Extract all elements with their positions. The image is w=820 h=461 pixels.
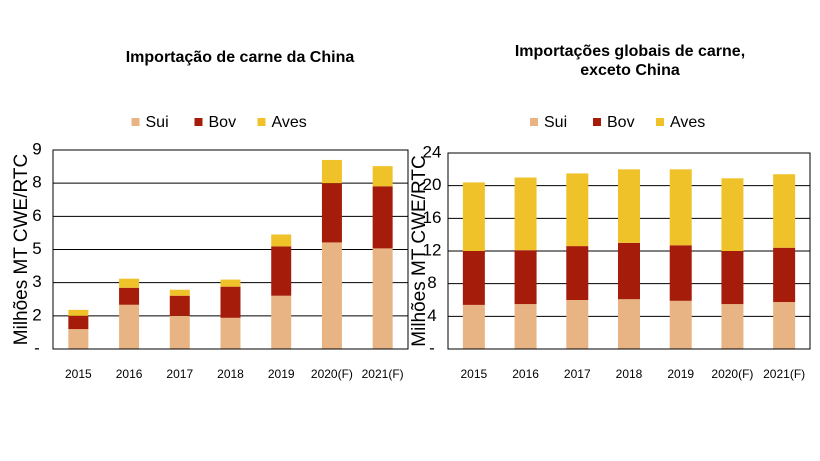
bar-segment — [618, 299, 640, 349]
legend-swatch — [530, 118, 538, 126]
x-tick-label: 2021(F) — [362, 367, 404, 381]
bar-segment — [721, 304, 744, 349]
y-tick-label: 9 — [32, 139, 41, 158]
bar-segment — [462, 304, 485, 349]
bar-segment — [119, 304, 140, 349]
y-tick-label: 5 — [32, 239, 41, 258]
bar-segment — [271, 246, 292, 296]
legend-label: Aves — [272, 114, 307, 131]
bar-segment — [68, 315, 89, 330]
legend-label: Bov — [209, 114, 237, 131]
legend-label: Aves — [670, 114, 705, 131]
legend-swatch — [593, 118, 601, 126]
plot-frame — [447, 152, 811, 350]
x-tick-label: 2017 — [564, 367, 591, 381]
legend-swatch — [656, 118, 664, 126]
bar-segment — [462, 251, 485, 305]
bar-segment — [773, 247, 796, 303]
bar-segment — [321, 183, 342, 243]
legend-label: Bov — [607, 114, 635, 131]
legend-label: Sui — [146, 114, 169, 131]
bar-segment — [773, 174, 796, 248]
y-tick-label: 3 — [32, 272, 41, 291]
bar-segment — [169, 295, 190, 316]
y-axis-label: Milhões MT CWE/RTC — [409, 155, 430, 346]
bar-segment — [721, 178, 744, 251]
x-tick-label: 2019 — [667, 367, 694, 381]
bar-segment — [372, 186, 393, 249]
bar-segment — [618, 242, 640, 300]
bar-segment — [514, 304, 537, 349]
chart-title: Importação de carne da China — [126, 49, 355, 66]
bar-segment — [372, 166, 393, 187]
x-tick-label: 2015 — [65, 367, 92, 381]
bar-segment — [669, 245, 692, 301]
x-tick-label: 2020(F) — [711, 367, 753, 381]
bar-segment — [721, 251, 744, 305]
legend-swatch — [194, 118, 203, 126]
x-tick-label: 2018 — [217, 367, 244, 381]
bar-segment — [773, 302, 796, 349]
bar-segment — [220, 286, 241, 318]
y-tick-label: 6 — [32, 206, 41, 225]
y-tick-label: 2 — [32, 305, 41, 324]
x-tick-label: 2015 — [461, 367, 488, 381]
y-tick-label: 8 — [32, 173, 41, 192]
bar-segment — [321, 242, 342, 349]
x-tick-label: 2021(F) — [763, 367, 805, 381]
bar-segment — [618, 169, 640, 243]
y-tick-label: 12 — [423, 240, 442, 259]
x-tick-label: 2019 — [268, 367, 295, 381]
y-tick-label: - — [34, 338, 40, 357]
y-tick-label: 4 — [427, 306, 436, 325]
y-tick-label: 8 — [427, 273, 436, 292]
bar-segment — [220, 279, 241, 287]
plot-frame — [52, 149, 409, 350]
bar-segment — [669, 169, 692, 246]
bar-segment — [514, 250, 537, 305]
y-tick-label: 16 — [423, 208, 442, 227]
bar-segment — [220, 317, 241, 349]
bar-segment — [372, 248, 393, 349]
bar-segment — [68, 329, 89, 349]
bar-segment — [271, 295, 292, 349]
bar-segment — [68, 309, 89, 316]
bar-segment — [669, 300, 692, 349]
legend-label: Sui — [544, 114, 567, 131]
y-tick-label: - — [429, 338, 435, 357]
y-axis-label: Milhões MT CWE/RTC — [11, 154, 32, 345]
x-tick-label: 2016 — [116, 367, 143, 381]
x-tick-label: 2017 — [166, 367, 193, 381]
bar-segment — [566, 173, 589, 247]
bar-segment — [169, 315, 190, 349]
legend-swatch — [257, 118, 266, 126]
bar-segment — [119, 287, 140, 305]
y-tick-label: 24 — [423, 142, 442, 161]
bar-segment — [566, 300, 589, 349]
bar-segment — [566, 246, 589, 300]
bar-segment — [119, 278, 140, 288]
x-tick-label: 2016 — [512, 367, 539, 381]
chart-title: exceto China — [580, 62, 680, 79]
bar-segment — [514, 177, 537, 251]
y-tick-label: 20 — [423, 175, 442, 194]
bar-segment — [271, 234, 292, 247]
x-tick-label: 2020(F) — [311, 367, 353, 381]
bar-segment — [462, 182, 485, 251]
chart-title: Importações globais de carne, — [515, 43, 745, 60]
legend-swatch — [131, 118, 140, 126]
x-tick-label: 2018 — [616, 367, 643, 381]
bar-segment — [169, 289, 190, 296]
bar-segment — [321, 159, 342, 184]
